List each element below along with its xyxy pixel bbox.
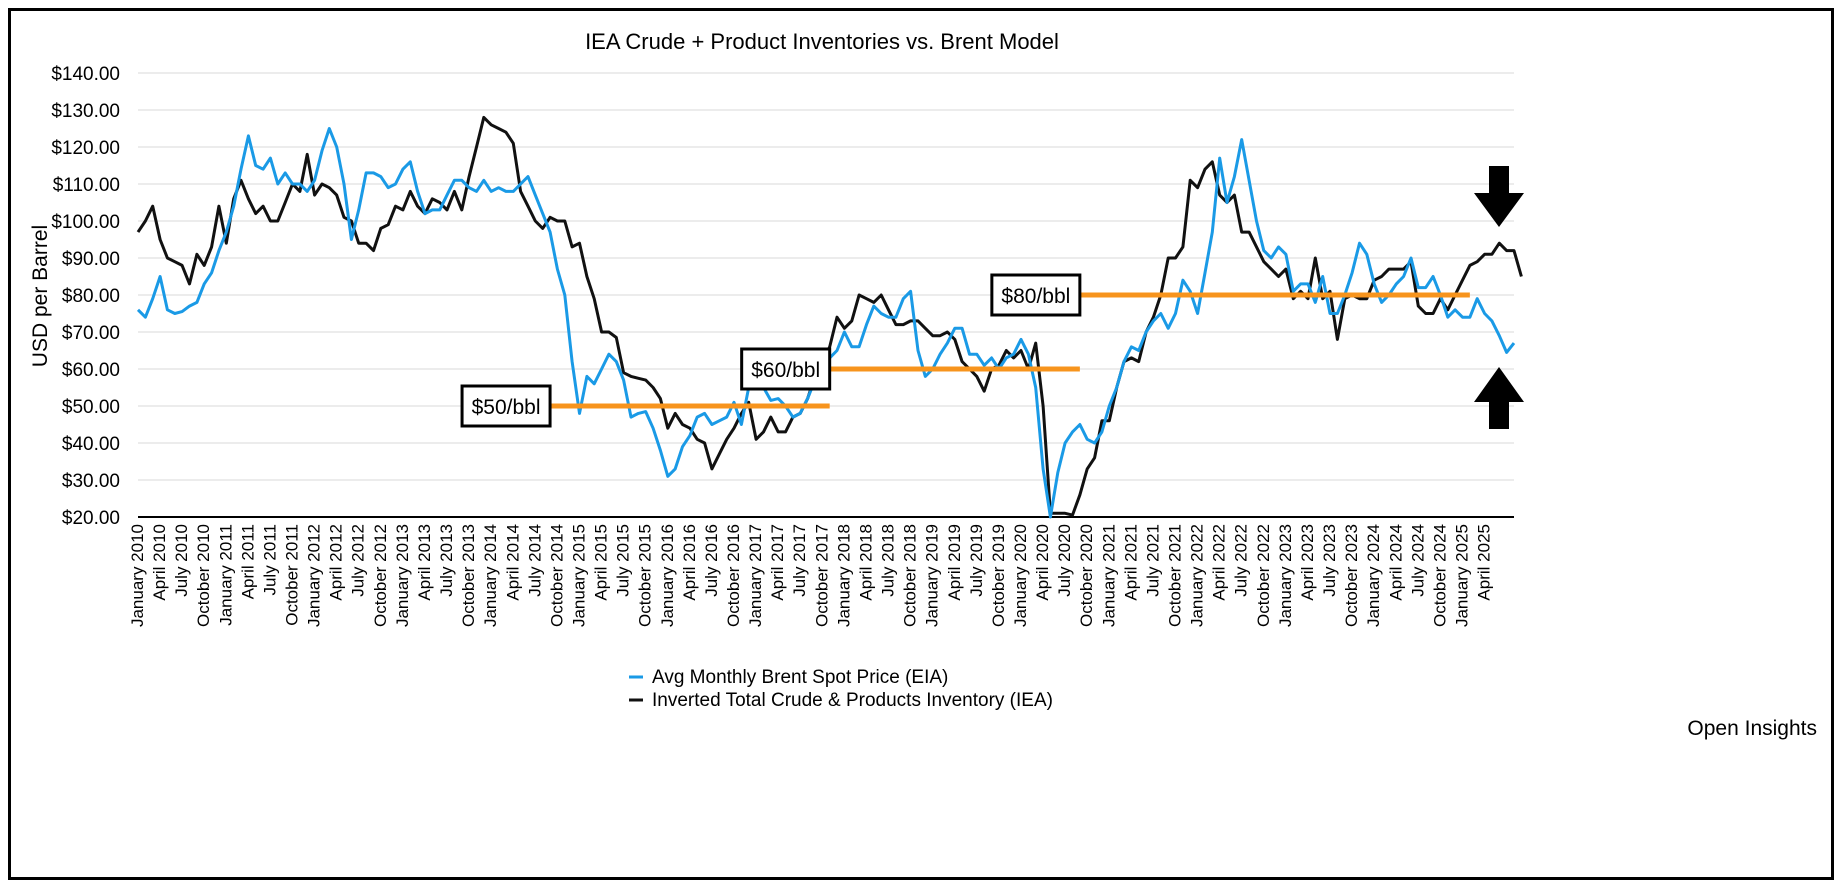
y-tick-label: $90.00 — [62, 249, 120, 270]
x-tick-label: July 2013 — [437, 524, 456, 597]
y-tick-label: $70.00 — [62, 323, 120, 344]
x-tick-label: January 2024 — [1364, 524, 1383, 627]
x-tick-label: July 2010 — [172, 524, 191, 597]
reference-label-box — [740, 347, 832, 391]
x-tick-label: April 2018 — [856, 524, 875, 601]
x-tick-label: January 2021 — [1099, 524, 1118, 627]
x-tick-label: April 2011 — [238, 524, 257, 599]
x-tick-label: October 2015 — [636, 524, 655, 627]
y-tick-label: $40.00 — [62, 434, 120, 455]
y-tick-label: $80.00 — [62, 286, 120, 307]
x-tick-label: January 2012 — [305, 524, 324, 627]
x-tick-label: January 2016 — [658, 524, 677, 627]
y-tick-label: $100.00 — [51, 212, 120, 233]
x-tick-label: January 2017 — [746, 524, 765, 627]
reference-label-box — [460, 384, 552, 428]
reference-label: $60/bbl — [751, 359, 820, 382]
x-tick-label: January 2014 — [481, 524, 500, 627]
legend: Avg Monthly Brent Spot Price (EIA) Inver… — [629, 667, 1053, 711]
reference-label-box — [990, 273, 1082, 317]
x-tick-label: April 2012 — [327, 524, 346, 601]
x-tick-label: January 2019 — [923, 524, 942, 627]
x-tick-label: April 2024 — [1386, 524, 1405, 601]
y-tick-label: $120.00 — [51, 138, 120, 159]
x-tick-label: October 2017 — [812, 524, 831, 627]
x-tick-label: April 2025 — [1475, 524, 1494, 601]
x-tick-label: April 2014 — [503, 524, 522, 601]
x-tick-label: April 2017 — [768, 524, 787, 601]
x-tick-label: October 2022 — [1254, 524, 1273, 627]
x-tick-label: October 2024 — [1430, 524, 1449, 627]
credit-label: Open Insights — [1687, 717, 1817, 740]
y-axis-label: USD per Barrel — [29, 225, 52, 367]
y-tick-label: $50.00 — [62, 397, 120, 418]
x-tick-label: January 2023 — [1276, 524, 1295, 627]
x-tick-label: April 2019 — [945, 524, 964, 601]
y-tick-label: $30.00 — [62, 471, 120, 492]
x-tick-label: July 2015 — [614, 524, 633, 597]
x-tick-label: July 2019 — [967, 524, 986, 597]
x-tick-label: April 2021 — [1121, 524, 1140, 601]
x-tick-label: October 2011 — [283, 524, 302, 626]
x-tick-label: July 2020 — [1055, 524, 1074, 597]
y-tick-label: $130.00 — [51, 101, 120, 122]
down-arrow-icon — [1474, 166, 1524, 227]
x-tick-label: April 2013 — [415, 524, 434, 601]
x-tick-label: January 2015 — [569, 524, 588, 627]
x-tick-label: April 2010 — [150, 524, 169, 601]
x-tick-label: April 2020 — [1033, 524, 1052, 601]
legend-label-brent: Avg Monthly Brent Spot Price (EIA) — [652, 667, 948, 688]
x-tick-label: October 2021 — [1166, 524, 1185, 627]
up-arrow-icon — [1474, 367, 1524, 429]
x-tick-label: January 2020 — [1011, 524, 1030, 627]
x-tick-label: July 2018 — [879, 524, 898, 597]
x-tick-label: January 2018 — [834, 524, 853, 627]
x-tick-label: April 2022 — [1210, 524, 1229, 601]
x-tick-label: October 2018 — [901, 524, 920, 627]
chart-frame: IEA Crude + Product Inventories vs. Bren… — [8, 8, 1834, 880]
x-tick-label: January 2010 — [128, 524, 147, 627]
x-tick-label: January 2011 — [216, 524, 235, 626]
x-tick-label: October 2023 — [1342, 524, 1361, 627]
x-tick-label: July 2011 — [260, 524, 279, 596]
y-tick-label: $20.00 — [62, 508, 120, 529]
x-tick-label: July 2024 — [1408, 524, 1427, 597]
reference-label: $50/bbl — [472, 396, 541, 419]
x-tick-label: July 2014 — [525, 524, 544, 597]
legend-label-inventory: Inverted Total Crude & Products Inventor… — [652, 690, 1053, 711]
y-tick-label: $110.00 — [53, 175, 120, 196]
x-tick-label: October 2013 — [459, 524, 478, 627]
y-tick-labels: $20.00 $30.00 $40.00 $50.00 $60.00 $70.00 $80.… — [51, 64, 120, 529]
x-tick-label: July 2016 — [702, 524, 721, 597]
series-lines — [136, 115, 1523, 519]
reference-label: $80/bbl — [1001, 285, 1070, 308]
x-tick-label: July 2021 — [1143, 524, 1162, 597]
y-tick-label: $60.00 — [62, 360, 120, 381]
reference-lines: $50/bbl $60/bbl $80/bbl — [460, 273, 1470, 428]
x-tick-label: January 2022 — [1188, 524, 1207, 627]
annotation-arrows — [1474, 166, 1524, 429]
series-line-brent — [136, 127, 1516, 519]
x-tick-label: July 2023 — [1320, 524, 1339, 597]
x-tick-label: April 2016 — [680, 524, 699, 601]
x-tick-label: October 2020 — [1077, 524, 1096, 627]
x-tick-label: July 2017 — [790, 524, 809, 597]
x-tick-label: January 2013 — [393, 524, 412, 627]
x-tick-label: July 2012 — [349, 524, 368, 597]
x-tick-label: April 2015 — [592, 524, 611, 601]
x-tick-label: October 2019 — [989, 524, 1008, 627]
y-tick-label: $140.00 — [51, 64, 120, 85]
x-tick-labels: January 2010 April 2010 July 2010 October 2… — [128, 524, 1494, 627]
x-tick-label: October 2012 — [371, 524, 390, 627]
chart-svg: IEA Crude + Product Inventories vs. Bren… — [29, 29, 1817, 740]
chart-title: IEA Crude + Product Inventories vs. Bren… — [585, 29, 1059, 54]
x-tick-label: July 2022 — [1232, 524, 1251, 597]
x-tick-label: April 2023 — [1298, 524, 1317, 601]
x-tick-label: October 2016 — [724, 524, 743, 627]
series-line-inventory — [136, 115, 1523, 517]
x-tick-label: October 2010 — [194, 524, 213, 627]
x-tick-label: January 2025 — [1452, 524, 1471, 627]
x-tick-label: October 2014 — [547, 524, 566, 627]
